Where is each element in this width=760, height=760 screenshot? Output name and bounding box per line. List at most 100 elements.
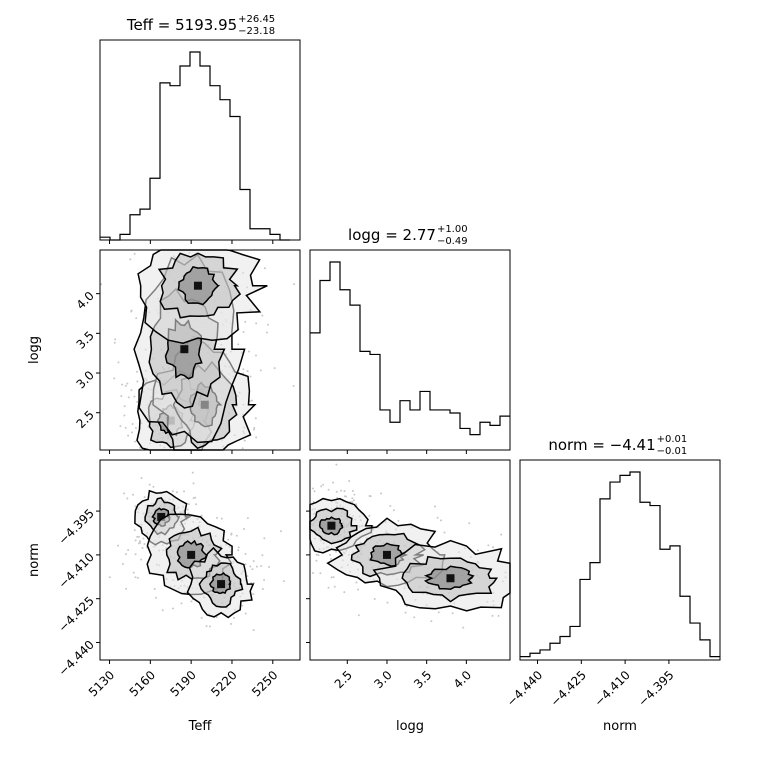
sample-point [137,535,140,538]
panel-frame-logg-logg [309,249,511,451]
sample-point [130,389,133,392]
y-axis-label-logg: logg [27,336,42,364]
sample-point [312,500,315,503]
sample-point [130,309,133,312]
sample-point [235,534,238,537]
sample-point [114,338,117,341]
x-tick-label-Teff: 5190 [167,668,198,699]
sample-point [292,385,295,388]
panel-frame-Teff-Teff [99,39,301,241]
sample-point [392,509,395,512]
sample-point [319,572,322,575]
sample-point [317,554,320,557]
sample-point [192,482,195,485]
panel-frame-norm-norm [519,459,721,661]
density-peak [382,550,391,559]
sample-point [124,384,127,387]
sample-point [249,375,252,378]
sample-point [183,490,186,493]
sample-point [332,576,335,579]
sample-point [254,417,257,420]
sample-point [123,405,126,408]
sample-point [266,331,269,334]
sample-point [140,476,143,479]
sample-point [353,493,356,496]
sample-point [155,596,158,599]
sample-point [329,553,332,556]
x-tick-label-norm: −4.395 [635,668,676,709]
density-panel-norm_vs_logg [309,463,511,629]
sample-point [380,492,383,495]
sample-point [200,514,203,517]
sample-point [230,533,233,536]
sample-point [241,447,244,450]
sample-point [404,611,407,614]
sample-point [133,529,136,532]
sample-point [215,616,218,619]
sample-point [273,367,276,370]
sample-point [440,519,443,522]
panel-title-sup-logg: +1.00 [437,224,468,235]
sample-point [261,588,264,591]
sample-point [263,267,266,270]
sample-point [252,428,255,431]
sample-point [315,553,318,556]
density-peak [157,512,166,521]
sample-point [246,370,249,373]
sample-point [263,537,266,540]
density-peak [446,574,455,583]
y-axis-label-norm: norm [27,543,42,577]
sample-point [330,576,333,579]
sample-point [140,558,143,561]
panel-title-sup-Teff: +26.45 [238,14,275,25]
sample-point [327,586,330,589]
sample-point [117,544,120,547]
sample-point [246,517,249,520]
sample-point [100,283,103,286]
sample-point [352,499,355,502]
sample-point [134,440,137,443]
sample-point [135,317,138,320]
sample-point [267,323,270,326]
sample-point [237,546,240,549]
sample-point [261,554,264,557]
sample-point [134,427,137,430]
sample-point [192,497,195,500]
sample-point [134,539,137,542]
sample-point [123,492,126,495]
sample-point [148,483,151,486]
sample-point [433,505,436,508]
sample-point [141,546,144,549]
sample-point [153,588,156,591]
sample-point [242,368,245,371]
sample-point [108,576,111,579]
sample-point [187,503,190,506]
sample-point [130,431,133,434]
sample-point [244,612,247,615]
sample-point [315,559,318,562]
sample-point [129,258,132,261]
sample-point [348,480,351,483]
sample-point [237,343,240,346]
sample-point [143,543,146,546]
sample-point [136,400,139,403]
sample-point [121,562,124,565]
x-tick-label-logg: 2.5 [332,668,355,691]
sample-point [500,533,503,536]
x-tick-label-norm: −4.425 [548,668,589,709]
sample-point [476,549,479,552]
sample-point [351,497,354,500]
x-tick-label-Teff: 5250 [249,668,280,699]
sample-point [194,496,197,499]
sample-point [351,490,354,493]
sample-point [250,399,253,402]
sample-point [191,471,194,474]
sample-point [195,503,198,506]
sample-point [497,614,500,617]
panel-title-logg: logg = 2.77 [348,226,436,244]
panel-frame-norm-logg [309,459,511,661]
sample-point [143,496,146,499]
sample-point [205,625,208,628]
y-tick-label-logg: 3.5 [74,328,97,351]
